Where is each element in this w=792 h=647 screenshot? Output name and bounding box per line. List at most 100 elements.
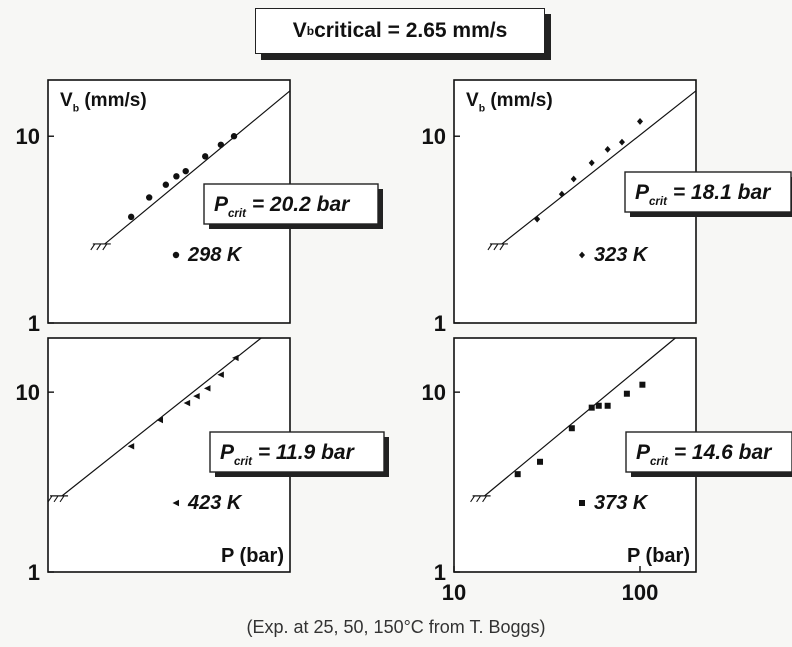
panel-2-critical-hatch-tick bbox=[487, 243, 493, 251]
panel-2-pcrit-text: = 18.1 bar bbox=[667, 181, 772, 204]
panel-1-ytick-label: 1 bbox=[28, 311, 40, 336]
panel-3-fit-line bbox=[61, 337, 262, 497]
panel-4-critical-hatch-tick bbox=[470, 495, 476, 503]
panel-2-ylabel: Vb (mm/s) bbox=[466, 90, 553, 114]
panel-4-data-point bbox=[514, 471, 521, 478]
panel-3-critical-hatch-tick bbox=[53, 495, 59, 503]
panel-3-pcrit-subscript: crit bbox=[234, 456, 253, 468]
panel-3-data-point bbox=[217, 371, 224, 378]
panel-1-data-point bbox=[201, 153, 209, 160]
panel-4-pcrit-text: = 14.6 bar bbox=[668, 441, 773, 464]
panel-3-data-point bbox=[183, 399, 191, 407]
panel-1-ylabel-symbol: V bbox=[60, 90, 73, 111]
panel-4-data-point bbox=[595, 402, 602, 409]
header-text: critical = 2.65 mm/s bbox=[314, 19, 508, 42]
panel-3-legend-marker bbox=[172, 499, 179, 507]
header-symbol: V bbox=[292, 19, 307, 42]
panel-3-ytick-label: 10 bbox=[16, 380, 40, 405]
panel-4-data-point bbox=[604, 402, 611, 409]
panel-4-ytick-label: 10 bbox=[422, 380, 446, 405]
panel-4-data-point bbox=[537, 458, 544, 465]
panel-2-data-point bbox=[558, 190, 565, 198]
panel-1-data-point bbox=[173, 173, 180, 180]
panel-2-critical-hatch-tick bbox=[493, 243, 499, 251]
panel-2-data-point bbox=[604, 146, 611, 153]
panel-2-ytick-label: 1 bbox=[434, 311, 446, 336]
panel-3-temperature-label: 423 K bbox=[187, 492, 243, 514]
panel-4-xtick-label: 100 bbox=[622, 580, 659, 605]
panel-1-critical-hatch-tick bbox=[90, 243, 96, 251]
panel-1-critical-hatch-tick bbox=[102, 243, 108, 251]
panel-1-data-point bbox=[162, 181, 170, 188]
panel-1-temperature-label: 298 K bbox=[187, 244, 243, 266]
panel-4-pcrit-subscript: crit bbox=[650, 456, 669, 468]
panel-1-data-point bbox=[230, 133, 238, 140]
panel-3-critical-hatch-tick bbox=[59, 495, 65, 503]
panel-1-data-point bbox=[182, 167, 189, 175]
panel-1-fit-line bbox=[104, 90, 291, 245]
panel-2-ylabel-symbol: V bbox=[466, 90, 479, 111]
panel-2-data-point bbox=[534, 215, 541, 223]
panel-3-xlabel: P (bar) bbox=[221, 545, 284, 567]
panel-1-ylabel-text: (mm/s) bbox=[79, 90, 147, 111]
panel-3-data-point bbox=[127, 443, 135, 450]
panel-2-fit-line bbox=[501, 90, 697, 245]
panel-2-data-point bbox=[570, 175, 577, 183]
panel-4-data-point bbox=[623, 390, 630, 397]
panel-4-data-point bbox=[639, 381, 646, 388]
panel-3-pcrit-text: = 11.9 bar bbox=[252, 441, 356, 464]
panel-4-data-point bbox=[588, 404, 595, 411]
panel-3-pcrit: Pcrit = 11.9 bar bbox=[220, 441, 356, 468]
panel-1-legend-marker bbox=[172, 251, 180, 259]
panel-1-pcrit-box bbox=[203, 183, 379, 225]
panel-3-pcrit-symbol: P bbox=[220, 441, 235, 464]
panel-1-ytick-label: 10 bbox=[16, 124, 40, 149]
panel-4-critical-hatch-tick bbox=[482, 495, 488, 503]
panel-4-xlabel: P (bar) bbox=[627, 545, 690, 567]
panel-1-critical-hatch-tick bbox=[96, 243, 102, 251]
panel-3-data-point bbox=[193, 392, 200, 400]
panel-2-data-point bbox=[618, 138, 625, 146]
panel-2-ylabel-subscript: b bbox=[479, 103, 485, 114]
panel-4-legend-marker bbox=[579, 500, 585, 506]
panel-4-pcrit: Pcrit = 14.6 bar bbox=[636, 441, 773, 468]
panel-2-ylabel-text: (mm/s) bbox=[485, 90, 553, 111]
panel-2-data-point bbox=[637, 118, 644, 125]
panel-1-data-point bbox=[146, 194, 153, 201]
panel-3-data-point bbox=[156, 416, 163, 424]
panel-4-critical-hatch-tick bbox=[476, 495, 482, 503]
panel-2-pcrit-box bbox=[624, 171, 792, 213]
panel-3-pcrit-box bbox=[209, 431, 385, 473]
panel-2-ytick-label: 10 bbox=[422, 124, 446, 149]
panel-1-data-point bbox=[217, 141, 225, 148]
panel-4-pcrit-box bbox=[625, 431, 792, 473]
panel-2-legend-marker bbox=[579, 251, 585, 259]
panel-4-data-point bbox=[568, 425, 575, 432]
panel-3-data-point bbox=[232, 354, 239, 362]
panel-1-pcrit-symbol: P bbox=[214, 193, 229, 216]
panel-2-data-point bbox=[588, 159, 595, 167]
header-subscript: b bbox=[306, 24, 315, 38]
panel-3-data-point bbox=[203, 385, 211, 392]
panel-2-temperature-label: 323 K bbox=[594, 244, 649, 266]
panel-2-pcrit: Pcrit = 18.1 bar bbox=[635, 181, 772, 208]
panel-1-ylabel-subscript: b bbox=[73, 103, 79, 114]
panel-1-ylabel: Vb (mm/s) bbox=[60, 90, 147, 114]
panel-4-xtick-label: 10 bbox=[442, 580, 466, 605]
panel-1-pcrit: Pcrit = 20.2 bar bbox=[214, 193, 351, 220]
panel-4-ytick-label: 1 bbox=[434, 560, 446, 585]
panel-2-critical-hatch-tick bbox=[499, 243, 505, 251]
panel-2-pcrit-symbol: P bbox=[635, 181, 650, 204]
panel-4-temperature-label: 373 K bbox=[594, 492, 649, 514]
panel-2-pcrit-subscript: crit bbox=[649, 196, 668, 208]
panel-4-fit-line bbox=[484, 337, 676, 497]
panel-3-critical-hatch-tick bbox=[47, 495, 53, 503]
panel-3-ytick-label: 1 bbox=[28, 560, 40, 585]
panel-1-pcrit-text: = 20.2 bar bbox=[246, 193, 351, 216]
panel-1-pcrit-subscript: crit bbox=[228, 208, 247, 220]
figure-caption: (Exp. at 25, 50, 150°C from T. Boggs) bbox=[246, 617, 546, 637]
panel-1-data-point bbox=[127, 213, 135, 221]
